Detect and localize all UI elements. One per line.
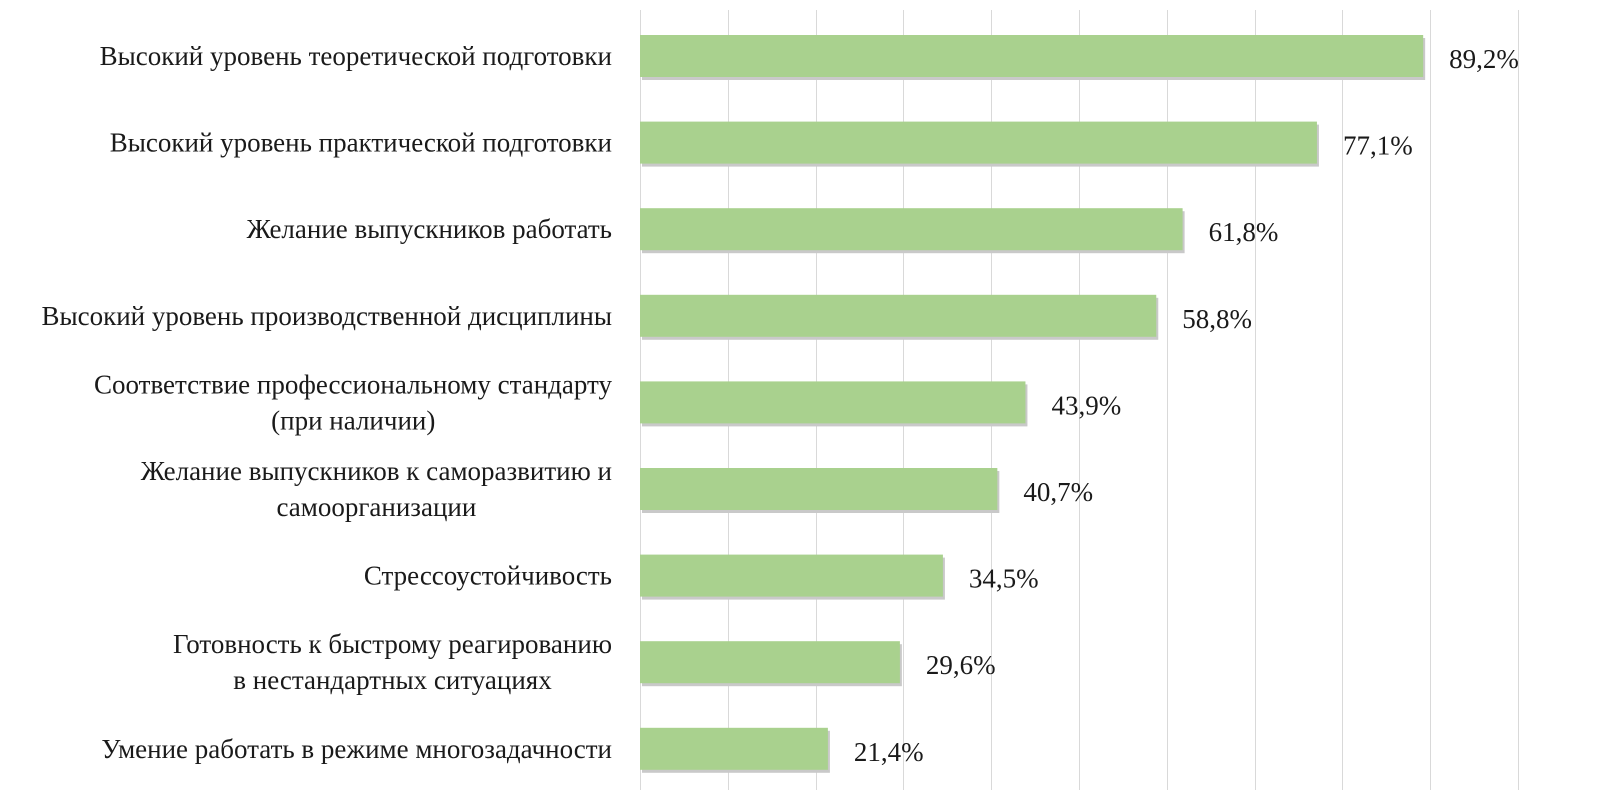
data-label: 89,2% bbox=[1449, 44, 1519, 74]
data-label: 40,7% bbox=[1023, 477, 1093, 507]
bars bbox=[640, 35, 1426, 773]
bar bbox=[640, 35, 1424, 77]
bar bbox=[640, 641, 900, 684]
category-label: Соответствие профессиональному стандарту bbox=[94, 369, 612, 399]
bar bbox=[640, 381, 1026, 424]
bar bbox=[640, 121, 1317, 164]
category-label: Высокий уровень практической подготовки bbox=[110, 128, 612, 158]
bar bbox=[640, 727, 828, 770]
bar bbox=[640, 294, 1157, 337]
category-label: Высокий уровень теоретической подготовки bbox=[100, 41, 612, 71]
bar bbox=[640, 468, 998, 510]
category-label: в нестандартных ситуациях bbox=[233, 665, 552, 695]
data-label: 34,5% bbox=[969, 564, 1039, 594]
bar bbox=[640, 554, 943, 597]
category-label: Желание выпускников к саморазвитию и bbox=[141, 456, 612, 486]
category-labels: Высокий уровень теоретической подготовки… bbox=[41, 41, 612, 764]
value-labels: 89,2% 77,1% 61,8% 58,8% 43,9% 40,7% 34,5% 29,6%… bbox=[854, 44, 1519, 767]
category-label: Высокий уровень производственной дисципл… bbox=[41, 301, 612, 331]
category-label: Готовность к быстрому реагированию bbox=[173, 629, 612, 659]
data-label: 21,4% bbox=[854, 737, 924, 767]
data-label: 61,8% bbox=[1209, 217, 1279, 247]
bar bbox=[640, 208, 1183, 251]
category-label: Умение работать в режиме многозадачности bbox=[101, 734, 612, 764]
category-label: (при наличии) bbox=[271, 405, 435, 435]
data-label: 58,8% bbox=[1182, 304, 1252, 334]
category-label: Желание выпускников работать bbox=[247, 214, 612, 244]
data-label: 43,9% bbox=[1051, 390, 1121, 420]
data-label: 77,1% bbox=[1343, 131, 1413, 161]
category-label: самоорганизации bbox=[276, 492, 476, 522]
data-label: 29,6% bbox=[926, 650, 996, 680]
category-label: Стрессоустойчивость bbox=[364, 561, 612, 591]
